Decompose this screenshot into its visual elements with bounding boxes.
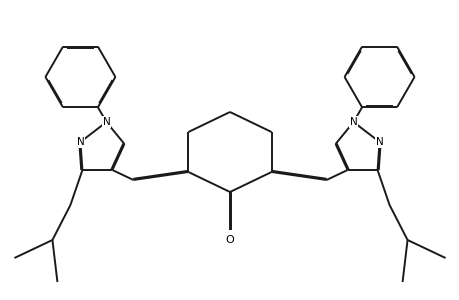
- Text: O: O: [225, 235, 234, 245]
- Text: N: N: [349, 117, 357, 127]
- Text: N: N: [76, 137, 84, 147]
- Text: N: N: [102, 117, 110, 127]
- Text: N: N: [375, 137, 383, 147]
